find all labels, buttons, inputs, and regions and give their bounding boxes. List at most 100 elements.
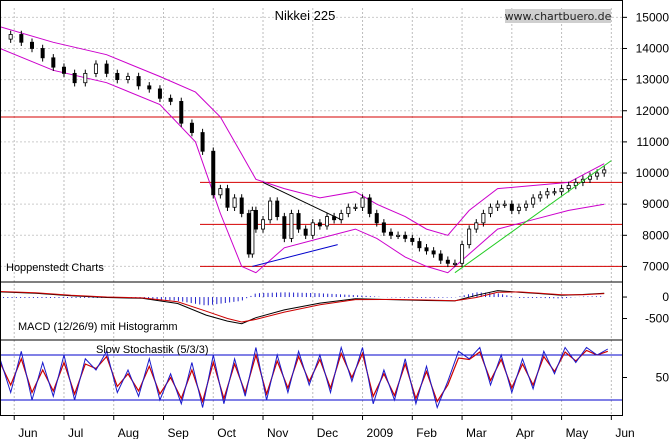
price-candle [317,222,322,227]
price-candle [495,203,500,208]
price-tick-label: 8000 [642,228,669,242]
price-tick-label: 12000 [636,104,670,118]
price-tick-label: 7000 [642,259,669,273]
price-panel [0,26,622,274]
x-tick-label: Oct [217,426,236,439]
price-candle [360,197,365,208]
price-candle [218,188,223,196]
x-tick-label: Jul [68,426,83,439]
chart-title: Nikkei 225 [275,8,336,23]
price-candle [225,188,230,208]
price-candle [324,216,329,227]
x-tick-label: May [566,426,589,439]
price-tick-label: 11000 [637,135,670,149]
price-candle [524,203,529,208]
x-tick-label: 2009 [367,426,394,439]
price-candle [282,216,287,239]
macd-label: MACD (12/26/9) mit Histogramm [18,321,178,333]
price-candle [396,234,401,237]
stochastic-label: Slow Stochastik (5/3/3) [96,344,209,356]
price-candle [509,203,514,211]
price-candle [303,228,308,236]
x-tick-label: Apr [516,426,535,439]
price-candle [289,213,294,239]
price-candle [125,76,130,81]
price-candle [268,200,273,221]
price-candle [115,72,120,81]
price-candle [353,206,358,209]
x-tick-label: Mar [466,426,487,439]
price-candle [296,213,301,230]
price-tick-label: 10000 [636,166,670,180]
price-candle [72,72,77,84]
plot-frame [0,0,623,416]
price-candle [157,88,162,99]
price-candle [189,122,194,133]
x-tick-label: Sep [167,426,189,439]
macd-tick-label: -500 [645,312,669,326]
price-candle [595,172,600,177]
price-candle [431,250,436,255]
price-candle [467,228,472,246]
macd-signal-line [0,291,605,323]
price-candle [559,188,564,193]
price-candle [275,200,280,218]
price-candle [481,213,486,224]
price-candle [445,259,450,264]
price-candle [552,191,557,194]
price-candle [516,206,521,211]
price-candle [566,185,571,189]
price-tick-label: 14000 [636,41,670,55]
price-candle [200,132,205,152]
price-candle [239,197,244,214]
price-candle [179,101,184,124]
x-tick-label: Jun [615,426,634,439]
price-candle [19,34,24,43]
price-candle [147,85,152,90]
price-candle [531,197,536,205]
price-candle [502,203,507,206]
bollinger-lower [0,48,605,274]
x-tick-label: Aug [118,426,139,439]
trendline-uptrend [454,160,612,274]
price-candle [474,222,479,230]
price-candle [51,57,56,68]
price-candle [374,213,379,224]
price-candle [602,169,607,174]
trendline-triangle-upper [262,181,342,221]
stochastic-panel [0,345,622,410]
price-candle [417,241,422,249]
x-tick-label: Nov [267,426,288,439]
macd-panel [0,290,605,325]
price-candle [488,206,493,214]
price-tick-label: 13000 [636,73,670,87]
price-candle [29,41,34,49]
watermark-text: www.chartbuero.de [505,10,612,23]
price-candle [381,222,386,233]
price-tick-label: 9000 [642,197,669,211]
price-candle [346,206,351,214]
price-candle [261,219,266,230]
x-tick-label: Jun [18,426,37,439]
price-candle [339,213,344,221]
watermark-box [505,9,611,23]
trendline-triangle-lower [252,244,338,267]
price-candle [61,66,66,74]
stochastic-tick-label: 50 [656,371,670,385]
price-candle [460,244,465,264]
credit-label: Hoppenstedt Charts [6,262,104,274]
price-candle [367,197,372,214]
x-tick-label: Feb [416,426,437,439]
macd-tick-label: 0 [662,290,669,304]
x-tick-label: Dec [317,426,338,439]
price-candle [438,253,443,261]
price-candle [83,72,88,84]
price-candle [424,247,429,252]
price-candle [40,48,45,59]
price-candle [211,150,216,196]
bollinger-upper [0,26,605,236]
price-candle [136,76,141,87]
price-candle [452,262,457,265]
